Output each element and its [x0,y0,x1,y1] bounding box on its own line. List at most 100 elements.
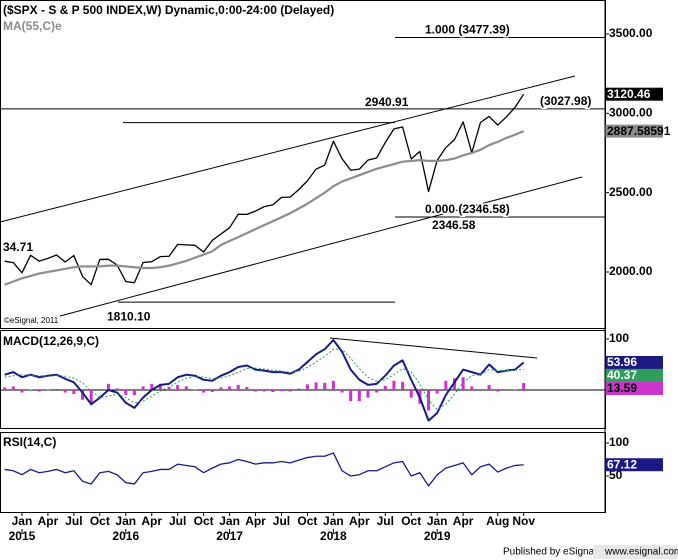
x-tick-label: Oct [401,514,421,528]
histogram-bar [193,389,197,390]
histogram-bar [401,381,405,390]
histogram-bar [63,389,67,393]
y-tick-label: 3000.00 [609,105,653,119]
x-tick-label: Nov [512,514,535,528]
histogram-bar [89,389,93,404]
level-label: (3027.98) [540,94,591,108]
ma-legend: MA(55,C)e [3,19,62,33]
plots [0,93,605,487]
year-tick-label: 2018 [320,529,347,543]
x-tick-label: Jul [169,514,186,528]
histogram-bar [349,389,353,402]
histogram-bar [202,389,206,393]
histogram-bar [20,389,24,393]
value-tag [605,355,663,369]
watermark: ©eSignal, 2011 [4,316,59,325]
x-tick-label: Jul [377,514,394,528]
channel-lower [59,176,583,317]
y-tick-label: 100 [609,331,629,345]
level-label: 1810.10 [107,309,151,323]
histogram-bar [323,382,327,390]
year-tick-label: 2017 [216,529,243,543]
histogram-bar [314,382,318,390]
x-tick-label: Oct [90,514,110,528]
histogram-bar [444,380,448,390]
histogram-bar [46,389,50,390]
x-tick-label: Jan [427,514,448,528]
year-tick-label: 2016 [112,529,139,543]
histogram-bar [106,383,110,390]
histogram-bar [72,389,76,395]
macd-title: MACD(12,26,9,C) [3,334,99,348]
histogram-bar [392,380,396,390]
histogram-bar [522,383,526,390]
chart-title: ($SPX - S & P 500 INDEX,W) Dynamic,0:00-… [3,3,334,17]
x-tick-label: Apr [245,514,266,528]
rsi-panel [0,432,606,513]
level-label: 2940.91 [365,95,409,109]
histogram-bar [375,389,379,393]
series-line [4,452,524,487]
year-tick-label: 2015 [9,529,36,543]
histogram-bar [55,388,59,390]
histogram-bar [409,389,413,398]
histogram-bar [254,389,258,392]
value-tag-label: 3120.46 [607,87,651,101]
channel-upper [0,75,576,223]
histogram-bar [141,386,145,390]
histogram-bar [124,389,128,396]
value-tag [605,381,663,395]
value-tag-label: 40.37 [607,368,637,382]
x-tick-label: Apr [453,514,474,528]
histogram-bar [132,389,136,396]
histogram-bar [3,387,7,390]
value-tag [605,124,663,138]
series-line [4,339,525,422]
x-tick-label: Apr [38,514,59,528]
histogram-bar [29,389,33,390]
level-label: 2346.58 [432,218,476,232]
value-tag [605,87,663,101]
histogram-bar [435,389,439,394]
histogram-bar [305,384,309,390]
level-label: 1.000 (3477.39) [425,23,510,37]
histogram-bar [496,389,500,392]
histogram-bar [288,389,292,392]
y-tick-label: 2500.00 [609,185,653,199]
x-tick-label: Apr [349,514,370,528]
histogram-bar [357,389,361,402]
x-tick-label: Jan [219,514,240,528]
footer-site: www.esignal.com [604,547,678,558]
x-tick-label: Jan [12,514,33,528]
x-tick-label: Jul [65,514,82,528]
x-tick-label: Oct [297,514,317,528]
histogram-bar [210,389,214,393]
histogram-bar [150,383,154,390]
rsi-title: RSI(14,C) [3,435,56,449]
histogram-bar [262,389,266,392]
price-panel [0,0,606,329]
histogram-bar [279,389,283,392]
value-tag-label: 53.96 [607,355,637,369]
y-tick-label: 3500.00 [609,26,653,40]
histogram-bar [271,389,275,393]
y-tick-label: 50 [609,468,623,482]
x-tick-label: Jan [115,514,136,528]
x-tick-label: Oct [194,514,214,528]
footer-publisher: Published by eSignal [503,547,596,558]
histogram-bar [184,386,188,390]
histogram-bar [167,386,171,390]
histogram-bar [11,386,15,390]
year-tick-label: 2019 [424,529,451,543]
histogram-bar [487,384,491,390]
histogram-bar [513,389,517,390]
histogram-bar [340,389,344,393]
histogram-bar [366,389,370,398]
level-label: 0.000 (2346.58) [425,202,510,216]
x-tick-label: Jul [273,514,290,528]
y-tick-label: 100 [609,435,629,449]
histogram-bar [245,386,249,390]
series-line [4,130,525,286]
histogram-bar [236,384,240,390]
